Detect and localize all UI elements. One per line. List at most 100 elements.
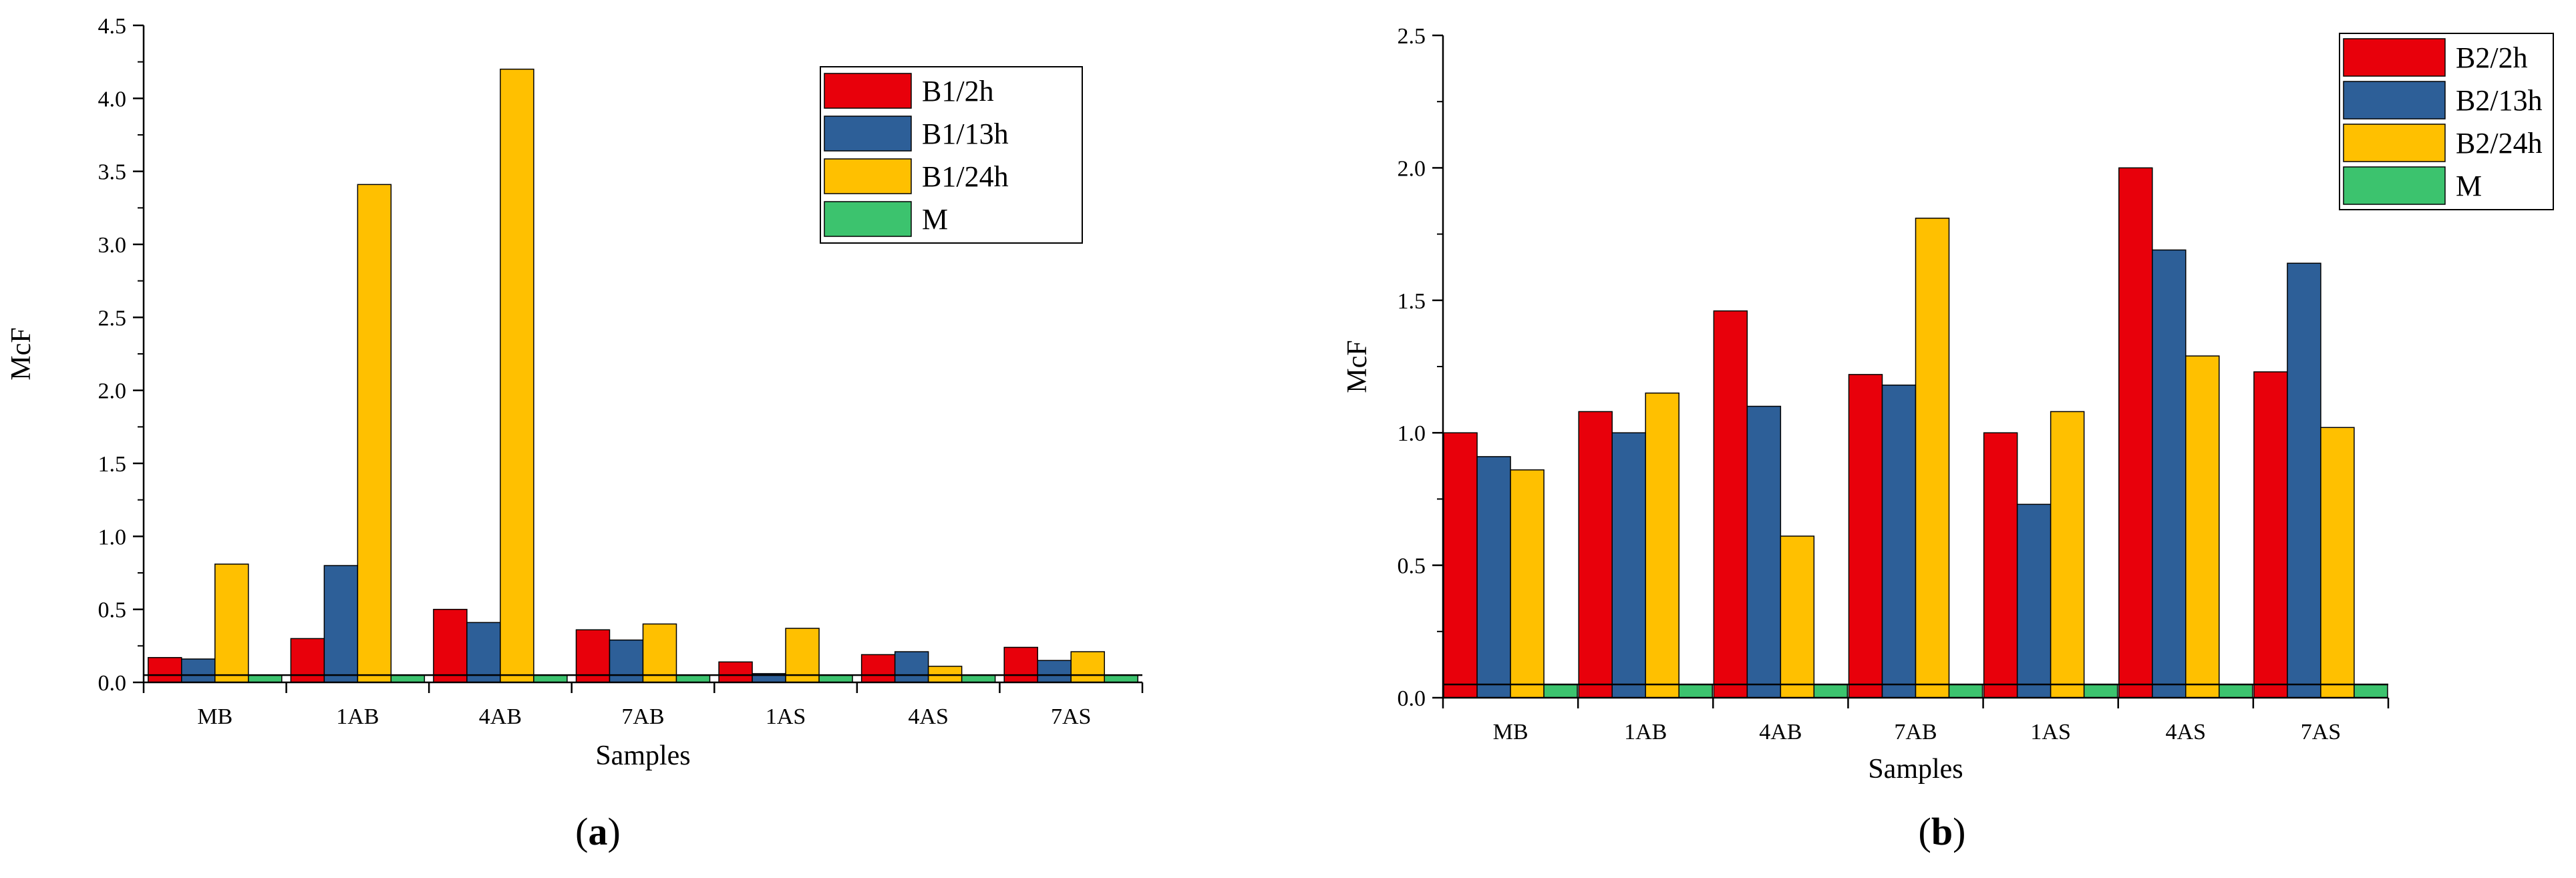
bar-m-4as: [961, 674, 996, 683]
y-tick-label: 3.5: [98, 160, 127, 185]
panel-paren: (: [1919, 810, 1931, 853]
bar-b2-2h-1as: [1983, 432, 2018, 698]
legend-swatch: [824, 116, 912, 152]
legend: B2/2h B2/13h B2/24h M: [2339, 33, 2554, 210]
legend-label: M: [922, 203, 948, 236]
y-tick-label: 4.5: [98, 14, 127, 39]
x-tick-label: 1AB: [1624, 720, 1667, 744]
bar-b2-13h-1ab: [1611, 432, 1646, 698]
x-tick-label: 7AB: [621, 704, 664, 729]
x-tick-label: 4AB: [479, 704, 522, 729]
panel-caption: (b): [1919, 810, 1966, 853]
legend-swatch: [2343, 81, 2446, 120]
bar-m-4ab: [533, 674, 568, 683]
y-tick-label: 3.0: [98, 233, 127, 258]
bar-m-1as: [2083, 684, 2118, 698]
x-axis-title: Samples: [1868, 754, 1963, 785]
legend-label: B1/2h: [922, 75, 994, 107]
x-tick-label: 7AS: [1051, 704, 1091, 729]
legend-label: B1/24h: [922, 160, 1009, 193]
bar-b1-24h-4ab: [500, 68, 534, 683]
bar-m-7as: [2354, 684, 2388, 698]
bar-b1-2h-4ab: [433, 608, 468, 683]
legend: B1/2h B1/13h B1/24h M: [820, 66, 1083, 244]
legend-label: B2/24h: [2456, 127, 2543, 160]
bar-b1-24h-mb: [214, 564, 249, 683]
panel-letter: b: [1931, 810, 1953, 853]
bar-b1-13h-mb: [181, 658, 216, 683]
y-axis-title: McF: [1342, 340, 1373, 393]
bar-b2-2h-4ab: [1713, 310, 1748, 698]
y-tick-label: 1.5: [98, 452, 127, 477]
bar-b2-13h-4as: [2152, 249, 2187, 698]
bar-b1-24h-7ab: [642, 623, 677, 683]
y-tick-label: 2.0: [98, 379, 127, 404]
y-tick-label: 2.0: [1398, 156, 1426, 181]
y-tick-label: 4.0: [98, 87, 127, 112]
y-axis-title: McF: [6, 327, 37, 380]
bar-b2-2h-7as: [2253, 371, 2288, 698]
bar-m-7as: [1104, 674, 1138, 683]
bar-b2-24h-7ab: [1915, 218, 1950, 698]
bar-m-1ab: [1678, 684, 1713, 698]
bar-b2-24h-7as: [2320, 427, 2355, 698]
x-tick-label: 1AS: [2030, 720, 2070, 744]
legend-swatch: [824, 201, 912, 237]
legend-swatch: [2343, 124, 2446, 162]
x-tick-label: 7AS: [2301, 720, 2341, 744]
legend-label: B2/2h: [2456, 41, 2528, 74]
bar-b1-2h-4as: [860, 654, 896, 683]
bar-m-4as: [2219, 684, 2253, 698]
bar-m-mb: [1543, 684, 1578, 698]
panel-caption: (a): [575, 810, 621, 853]
x-tick-label: 4AB: [1759, 720, 1802, 744]
bar-m-4ab: [1813, 684, 1848, 698]
bar-b2-13h-7as: [2287, 262, 2321, 698]
y-tick-label: 2.5: [1398, 24, 1426, 49]
chart-a: 0.0 0.5 1.0 1.5 2.0 2.5 3.0 3.5 4.0 4.5 MB 1AB 4AB 7A…: [6, 14, 1144, 853]
y-tick-label: 0.0: [1398, 686, 1426, 711]
legend-swatch: [824, 73, 912, 109]
bar-m-1as: [818, 674, 853, 683]
bar-b2-24h-1as: [2050, 411, 2085, 698]
x-tick-label: MB: [1493, 720, 1528, 744]
bar-m-7ab: [675, 674, 711, 683]
bar-b2-13h-4ab: [1746, 405, 1782, 698]
bar-b2-24h-4as: [2185, 355, 2220, 698]
bar-b2-24h-1ab: [1645, 392, 1679, 698]
x-tick-label: 1AS: [766, 704, 806, 729]
bars: [1443, 167, 2388, 698]
bar-b1-13h-1ab: [323, 565, 359, 683]
panel-paren: ): [608, 810, 621, 853]
bar-b2-13h-7ab: [1881, 385, 1917, 698]
y-tick-label: 0.0: [98, 671, 127, 696]
bar-b2-2h-4as: [2118, 167, 2153, 698]
legend-label: B1/13h: [922, 118, 1009, 150]
bar-b2-2h-1ab: [1578, 411, 1613, 698]
bar-b2-2h-mb: [1443, 432, 1478, 698]
bar-b2-24h-4ab: [1780, 535, 1815, 698]
bar-b2-13h-1as: [2016, 503, 2052, 698]
x-tick-label: 1AB: [336, 704, 379, 729]
bar-b1-13h-7as: [1037, 660, 1072, 683]
y-tick-label: 0.5: [98, 598, 127, 623]
bar-b1-2h-1as: [718, 661, 753, 683]
legend-swatch: [824, 158, 912, 194]
bar-b1-2h-mb: [148, 657, 182, 683]
y-tick-label: 1.0: [1398, 421, 1426, 446]
bar-b1-24h-7as: [1070, 651, 1105, 683]
bar-m-7ab: [1948, 684, 1983, 698]
x-tick-label: 7AB: [1894, 720, 1937, 744]
legend-swatch: [2343, 38, 2446, 77]
bar-b1-2h-7as: [1003, 646, 1038, 683]
bar-b2-24h-mb: [1510, 469, 1545, 698]
x-tick-label: 4AS: [908, 704, 948, 729]
bar-b1-13h-7ab: [609, 639, 644, 683]
y-tick-label: 1.5: [1398, 289, 1426, 314]
legend-label: M: [2456, 170, 2482, 202]
y-tick-label: 0.5: [1398, 554, 1426, 579]
y-tick-label: 1.0: [98, 525, 127, 550]
bars: [148, 68, 1138, 683]
